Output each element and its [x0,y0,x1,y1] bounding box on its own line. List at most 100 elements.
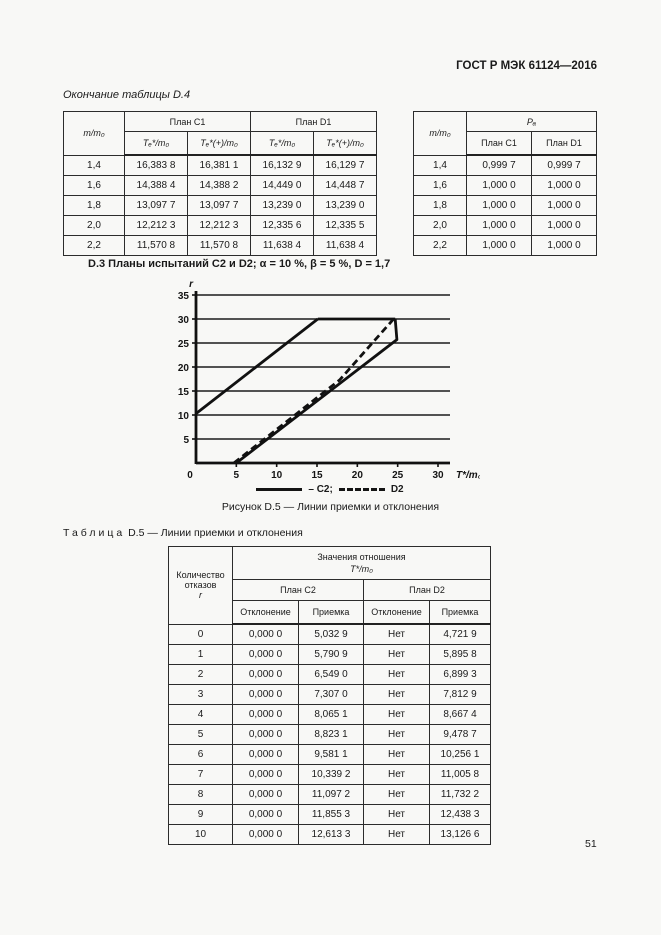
table-cell: 14,388 4 [124,175,188,196]
table-cell: 13,126 6 [429,824,491,845]
table-cell: 0,000 0 [232,824,299,845]
table-cell: 2,2 [63,235,125,256]
table-row: 0 0,000 0 5,032 9 Нет 4,721 9 [168,623,491,645]
table-cell: 11,570 8 [187,235,251,256]
table-cell: 7,812 9 [429,684,491,705]
table-row: 1,6 1,000 0 1,000 0 [413,175,597,196]
table-cell: 11,855 3 [298,804,364,825]
table-d5-caption: Таблица D.5 — Линии приемки и отклонения [63,527,303,539]
table-cell: 12,438 3 [429,804,491,825]
ratio-values-line1: Значения отношения [317,551,406,562]
table-cell: 1 [168,644,233,665]
table-cell: 4,721 9 [429,623,491,645]
table-cell: 6,549 0 [298,664,364,685]
table-cell: 0,000 0 [232,664,299,685]
column-header-m-m0: m/m₀ [63,111,125,156]
table-cell: 16,381 1 [187,154,251,176]
table-cell: 1,000 0 [466,235,532,256]
column-header-rejection: Отклонение [363,600,430,625]
ratio-values-line2: T*/m₀ [350,564,373,574]
svg-text:r: r [189,280,194,290]
table-cell: 2,0 [413,215,467,236]
table-cell: 1,000 0 [531,215,597,236]
table-cell: 1,6 [413,175,467,196]
table-cell: 8 [168,784,233,805]
table-cell: 7 [168,764,233,785]
table-d5-caption-word: Таблица [63,527,126,539]
table-cell: Нет [363,824,430,845]
table-row: 8 0,000 0 11,097 2 Нет 11,732 2 [168,784,491,805]
table-cell: Нет [363,724,430,745]
table-cell: 13,239 0 [313,195,377,216]
svg-text:15: 15 [178,387,190,398]
table-cell: 14,449 0 [250,175,314,196]
figure-d5-caption: Рисунок D.5 — Линии приемки и отклонения [221,501,440,513]
table-cell: 16,129 7 [313,154,377,176]
table-cell: 2,0 [63,215,125,236]
table-cell: 14,448 7 [313,175,377,196]
column-header-te-plus-m0: Tₑ*(+)/m₀ [187,131,251,156]
table-cell: 9 [168,804,233,825]
table-row: 4 0,000 0 8,065 1 Нет 8,667 4 [168,704,491,725]
standard-number-header: ГОСТ Р МЭК 61124—2016 [456,60,597,72]
table-cell: Нет [363,684,430,705]
C2-rejection-line [195,317,319,415]
column-header-plan-d1: План D1 [531,131,597,156]
svg-text:5: 5 [183,435,189,446]
svg-text:30: 30 [178,315,190,326]
column-header-te-m0: Tₑ*/m₀ [250,131,314,156]
table-row: 2 0,000 0 6,549 0 Нет 6,899 3 [168,664,491,685]
table-row: 7 0,000 0 10,339 2 Нет 11,005 8 [168,764,491,785]
table-cell: Нет [363,744,430,765]
table-cell: 11,097 2 [298,784,364,805]
page-number: 51 [585,838,597,850]
column-header-te-plus-m0: Tₑ*(+)/m₀ [313,131,377,156]
table-cell: 11,732 2 [429,784,491,805]
table-cell: 0,000 0 [232,804,299,825]
table-row: 2,0 1,000 0 1,000 0 [413,215,597,236]
column-group-pa: Pₐ [466,111,597,132]
column-header-te-m0: Tₑ*/m₀ [124,131,188,156]
table-cell: 12,335 5 [313,215,377,236]
table-cell: 13,097 7 [124,195,188,216]
table-cell: Нет [363,804,430,825]
svg-text:15: 15 [311,470,323,481]
table-cell: 13,097 7 [187,195,251,216]
table-row: 1,4 0,999 7 0,999 7 [413,154,597,176]
table-cell: Нет [363,704,430,725]
svg-text:10: 10 [271,470,283,481]
table-row: 1,4 16,383 8 16,381 1 16,132 9 16,129 7 [63,154,377,176]
table-cell: 10,339 2 [298,764,364,785]
svg-text:0: 0 [187,470,193,481]
failure-count-line2: отказов [184,580,217,591]
svg-text:20: 20 [352,470,364,481]
table-cell: 1,6 [63,175,125,196]
table-d4-left: m/m₀ План С1 План D1 Tₑ*/m₀ Tₑ*(+)/m₀ Tₑ… [63,111,377,256]
table-cell: 6 [168,744,233,765]
table-cell: 5,895 8 [429,644,491,665]
svg-text:35: 35 [178,291,190,302]
svg-text:T*/m₀: T*/m₀ [456,470,480,481]
table-row: 9 0,000 0 11,855 3 Нет 12,438 3 [168,804,491,825]
table-row: 2,2 1,000 0 1,000 0 [413,235,597,256]
table-cell: 1,000 0 [531,235,597,256]
table-row: 2,0 12,212 3 12,212 3 12,335 6 12,335 5 [63,215,377,236]
column-header-acceptance: Приемка [429,600,491,625]
table-cell: 0,000 0 [232,744,299,765]
svg-text:10: 10 [178,411,190,422]
table-cell: Нет [363,623,430,645]
table-cell: 0,000 0 [232,724,299,745]
table-cell: 0,000 0 [232,764,299,785]
table-row: 10 0,000 0 12,613 3 Нет 13,126 6 [168,824,491,845]
svg-text:25: 25 [392,470,404,481]
solid-line-swatch [256,488,303,491]
column-group-plan-c1: План С1 [124,111,251,132]
table-cell: 1,000 0 [466,175,532,196]
table-cell: Нет [363,664,430,685]
table-cell: 1,000 0 [466,195,532,216]
svg-text:30: 30 [432,470,444,481]
table-cell: 8,823 1 [298,724,364,745]
table-cell: 11,638 4 [313,235,377,256]
table-d5: Количество отказов r Значения отношения … [168,546,491,845]
